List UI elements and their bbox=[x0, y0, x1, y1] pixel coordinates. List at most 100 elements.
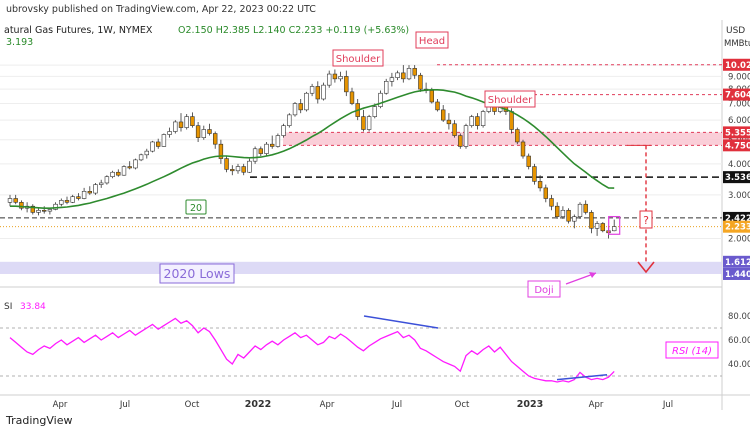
candle-body bbox=[207, 129, 212, 134]
time-tick-label: Jul bbox=[662, 400, 673, 410]
price-label: 4.750 bbox=[725, 141, 750, 151]
time-tick-label: Apr bbox=[53, 400, 68, 410]
candle-body bbox=[406, 68, 412, 80]
candle-body bbox=[81, 191, 87, 199]
price-axis: 2.0003.0004.0005.0006.0007.0008.0009.000… bbox=[723, 58, 750, 370]
price-label: 2.233 bbox=[725, 223, 750, 233]
grid-lines bbox=[0, 20, 750, 410]
price-label: 1.612 bbox=[725, 258, 750, 268]
symbol-title: atural Gas Futures, 1W, NYMEX bbox=[4, 25, 153, 36]
candle-body bbox=[515, 129, 520, 143]
price-tick-label: 4.000 bbox=[728, 160, 750, 170]
price-tick-label: 3.000 bbox=[728, 191, 750, 201]
price-label-box bbox=[723, 88, 750, 101]
price-label-box bbox=[723, 255, 750, 268]
price-label: 2.422 bbox=[725, 214, 750, 224]
candle-body bbox=[600, 223, 606, 232]
rsi-tick-label: 60.00 bbox=[728, 336, 750, 346]
price-label-box bbox=[723, 58, 750, 71]
candle-body bbox=[298, 103, 303, 111]
candle-body bbox=[566, 209, 571, 222]
candle-body bbox=[577, 203, 583, 217]
candle-body bbox=[446, 119, 452, 125]
price-label-box bbox=[723, 171, 750, 184]
candle-body bbox=[7, 198, 13, 203]
candle-body bbox=[156, 141, 161, 147]
candle-body bbox=[116, 171, 121, 176]
annotations: Shoulder Head Shoulder 2020 Lows Doji? bbox=[159, 31, 655, 298]
moving-average: 20 bbox=[10, 89, 615, 215]
doji-arrowhead bbox=[589, 272, 596, 278]
rsi-prefix: SI bbox=[4, 302, 12, 312]
candle-body bbox=[218, 143, 224, 159]
candle-body bbox=[150, 141, 155, 152]
price-tick-label: 7.000 bbox=[728, 100, 750, 110]
candle-body bbox=[480, 111, 486, 126]
time-tick-label: 2023 bbox=[517, 399, 543, 410]
target-arrowhead bbox=[637, 261, 655, 274]
candles bbox=[7, 65, 617, 239]
candle-body bbox=[435, 101, 440, 111]
time-tick-label: Apr bbox=[589, 400, 604, 410]
price-tick-label: 6.000 bbox=[728, 116, 750, 126]
candle-body bbox=[269, 143, 275, 147]
rsi-readout: 33.84 bbox=[20, 302, 46, 312]
currency-label: USD bbox=[726, 26, 745, 36]
candle-body bbox=[93, 184, 98, 194]
candle-body bbox=[258, 148, 263, 154]
price-zones bbox=[0, 132, 722, 274]
price-label-box bbox=[723, 126, 750, 139]
candle-body bbox=[195, 125, 201, 138]
candle-body bbox=[235, 166, 241, 172]
head-label-box bbox=[415, 31, 449, 49]
candle-body bbox=[241, 166, 246, 173]
candle-body bbox=[275, 135, 281, 147]
candle-body bbox=[70, 196, 75, 203]
head-label: Head bbox=[419, 36, 445, 47]
candle-body bbox=[41, 209, 47, 212]
candle-body bbox=[173, 121, 178, 132]
candle-body bbox=[452, 123, 457, 136]
candle-body bbox=[475, 116, 480, 126]
candle-body bbox=[99, 182, 104, 185]
candle-body bbox=[543, 187, 549, 199]
candle-body bbox=[349, 91, 355, 104]
right-shoulder-label-box bbox=[484, 90, 536, 108]
rsi-label: RSI (14) bbox=[672, 346, 712, 357]
rsi-line bbox=[9, 317, 615, 383]
candle-body bbox=[440, 109, 446, 121]
time-axis: Apr Jul Oct 2022 Apr Jul Oct 2023 Apr Jul bbox=[53, 399, 673, 410]
candle-body bbox=[190, 116, 195, 126]
candle-body bbox=[110, 171, 115, 178]
price-label-box bbox=[723, 220, 750, 233]
candle-body bbox=[537, 181, 543, 189]
candle-body bbox=[532, 166, 537, 182]
price-label: 5.355 bbox=[725, 128, 750, 138]
candle-body bbox=[389, 77, 395, 82]
candle-body bbox=[315, 86, 320, 100]
lows-label: 2020 Lows bbox=[164, 266, 231, 281]
candle-body bbox=[383, 81, 389, 94]
candle-body bbox=[526, 155, 531, 167]
candle-body bbox=[560, 209, 566, 217]
question-label: ? bbox=[643, 214, 649, 227]
candle-body bbox=[583, 203, 588, 213]
candle-body bbox=[304, 92, 309, 111]
price-label: 7.604 bbox=[725, 91, 750, 101]
right-shoulder-label: Shoulder bbox=[488, 95, 533, 106]
candle-body bbox=[332, 73, 338, 80]
time-tick-label: Oct bbox=[185, 400, 200, 410]
price-label: 1.440 bbox=[725, 270, 750, 280]
candle-body bbox=[144, 150, 149, 156]
question-box bbox=[639, 210, 653, 229]
price-tick-label: 9.000 bbox=[728, 72, 750, 82]
ma-20-line bbox=[10, 89, 615, 209]
candle-body bbox=[138, 154, 144, 161]
candle-body bbox=[178, 121, 184, 128]
rsi-panel: SI 33.84 RSI (14) bbox=[0, 302, 722, 383]
candle-body bbox=[520, 141, 526, 157]
candle-body bbox=[366, 116, 372, 130]
candle-body bbox=[104, 176, 110, 184]
candle-body bbox=[127, 166, 132, 169]
